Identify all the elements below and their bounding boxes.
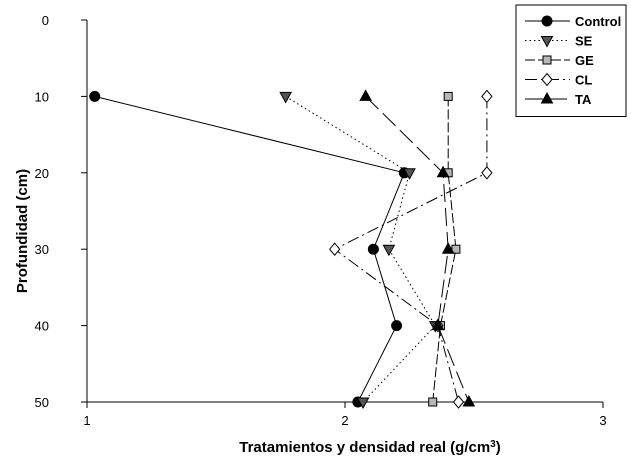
data-point-control [89,90,101,102]
data-point-se [356,397,370,410]
series-ta [359,89,476,407]
data-point-ta [431,318,445,331]
x-tick-label: 3 [599,413,606,428]
y-tick-label: 0 [42,13,49,28]
legend-item-ge: GE [525,53,594,68]
y-tick-label: 50 [35,395,49,410]
legend: Control SE GE CL TA [515,4,627,117]
y-axis-title: Profundidad (cm) [14,169,31,293]
ticks: 0 10 20 30 40 50 1 2 3 [35,13,607,428]
data-point-control [391,320,403,332]
x-tick-label: 1 [83,413,90,428]
data-point-cl [329,242,341,256]
x-axis-title-sup: 3 [490,439,496,450]
x-axis-title-end: ) [496,439,501,456]
series-line-control [94,95,406,403]
y-tick-label: 10 [35,89,49,104]
series-layer [89,89,493,410]
series-cl [329,89,493,409]
legend-marker-ta [540,91,554,104]
legend-marker-se [540,36,554,48]
legend-item-ta: TA [525,91,592,107]
data-point-ge [443,91,453,101]
legend-item-se: SE [525,34,593,49]
x-tick-label: 2 [341,413,348,428]
x-axis-title-main: Tratamientos y densidad real (g/cm [239,439,490,456]
data-point-ta [441,242,455,254]
y-tick-label: 20 [35,166,49,181]
series-line-cl [333,96,488,403]
legend-item-control: Control [525,14,621,29]
data-point-ta [359,89,372,101]
legend-box [515,4,627,117]
data-point-se [403,168,416,180]
y-tick-label: 30 [35,242,49,257]
legend-label-cl: CL [575,73,592,88]
legend-marker-ge [542,55,552,65]
series-control [89,90,410,408]
series-line-ge [432,96,457,403]
legend-label-se: SE [575,34,593,49]
legend-label-ta: TA [575,92,592,107]
y-tick-label: 40 [35,319,49,334]
data-point-cl [481,166,493,180]
x-axis-title: Tratamientos y densidad real (g/cm3) [239,439,500,457]
data-point-ta [462,394,476,407]
data-point-cl [481,89,493,104]
series-se [279,91,442,410]
data-point-ta [436,165,450,178]
data-point-ge [428,397,438,407]
data-point-se [279,91,293,104]
data-point-se [382,244,396,257]
legend-label-control: Control [575,14,621,29]
data-point-cl [452,395,465,409]
data-point-control [367,243,379,255]
legend-marker-cl [541,72,553,87]
legend-label-ge: GE [575,53,594,68]
series-line-se [285,95,436,403]
legend-item-cl: CL [525,73,592,88]
legend-marker-control [541,15,553,27]
